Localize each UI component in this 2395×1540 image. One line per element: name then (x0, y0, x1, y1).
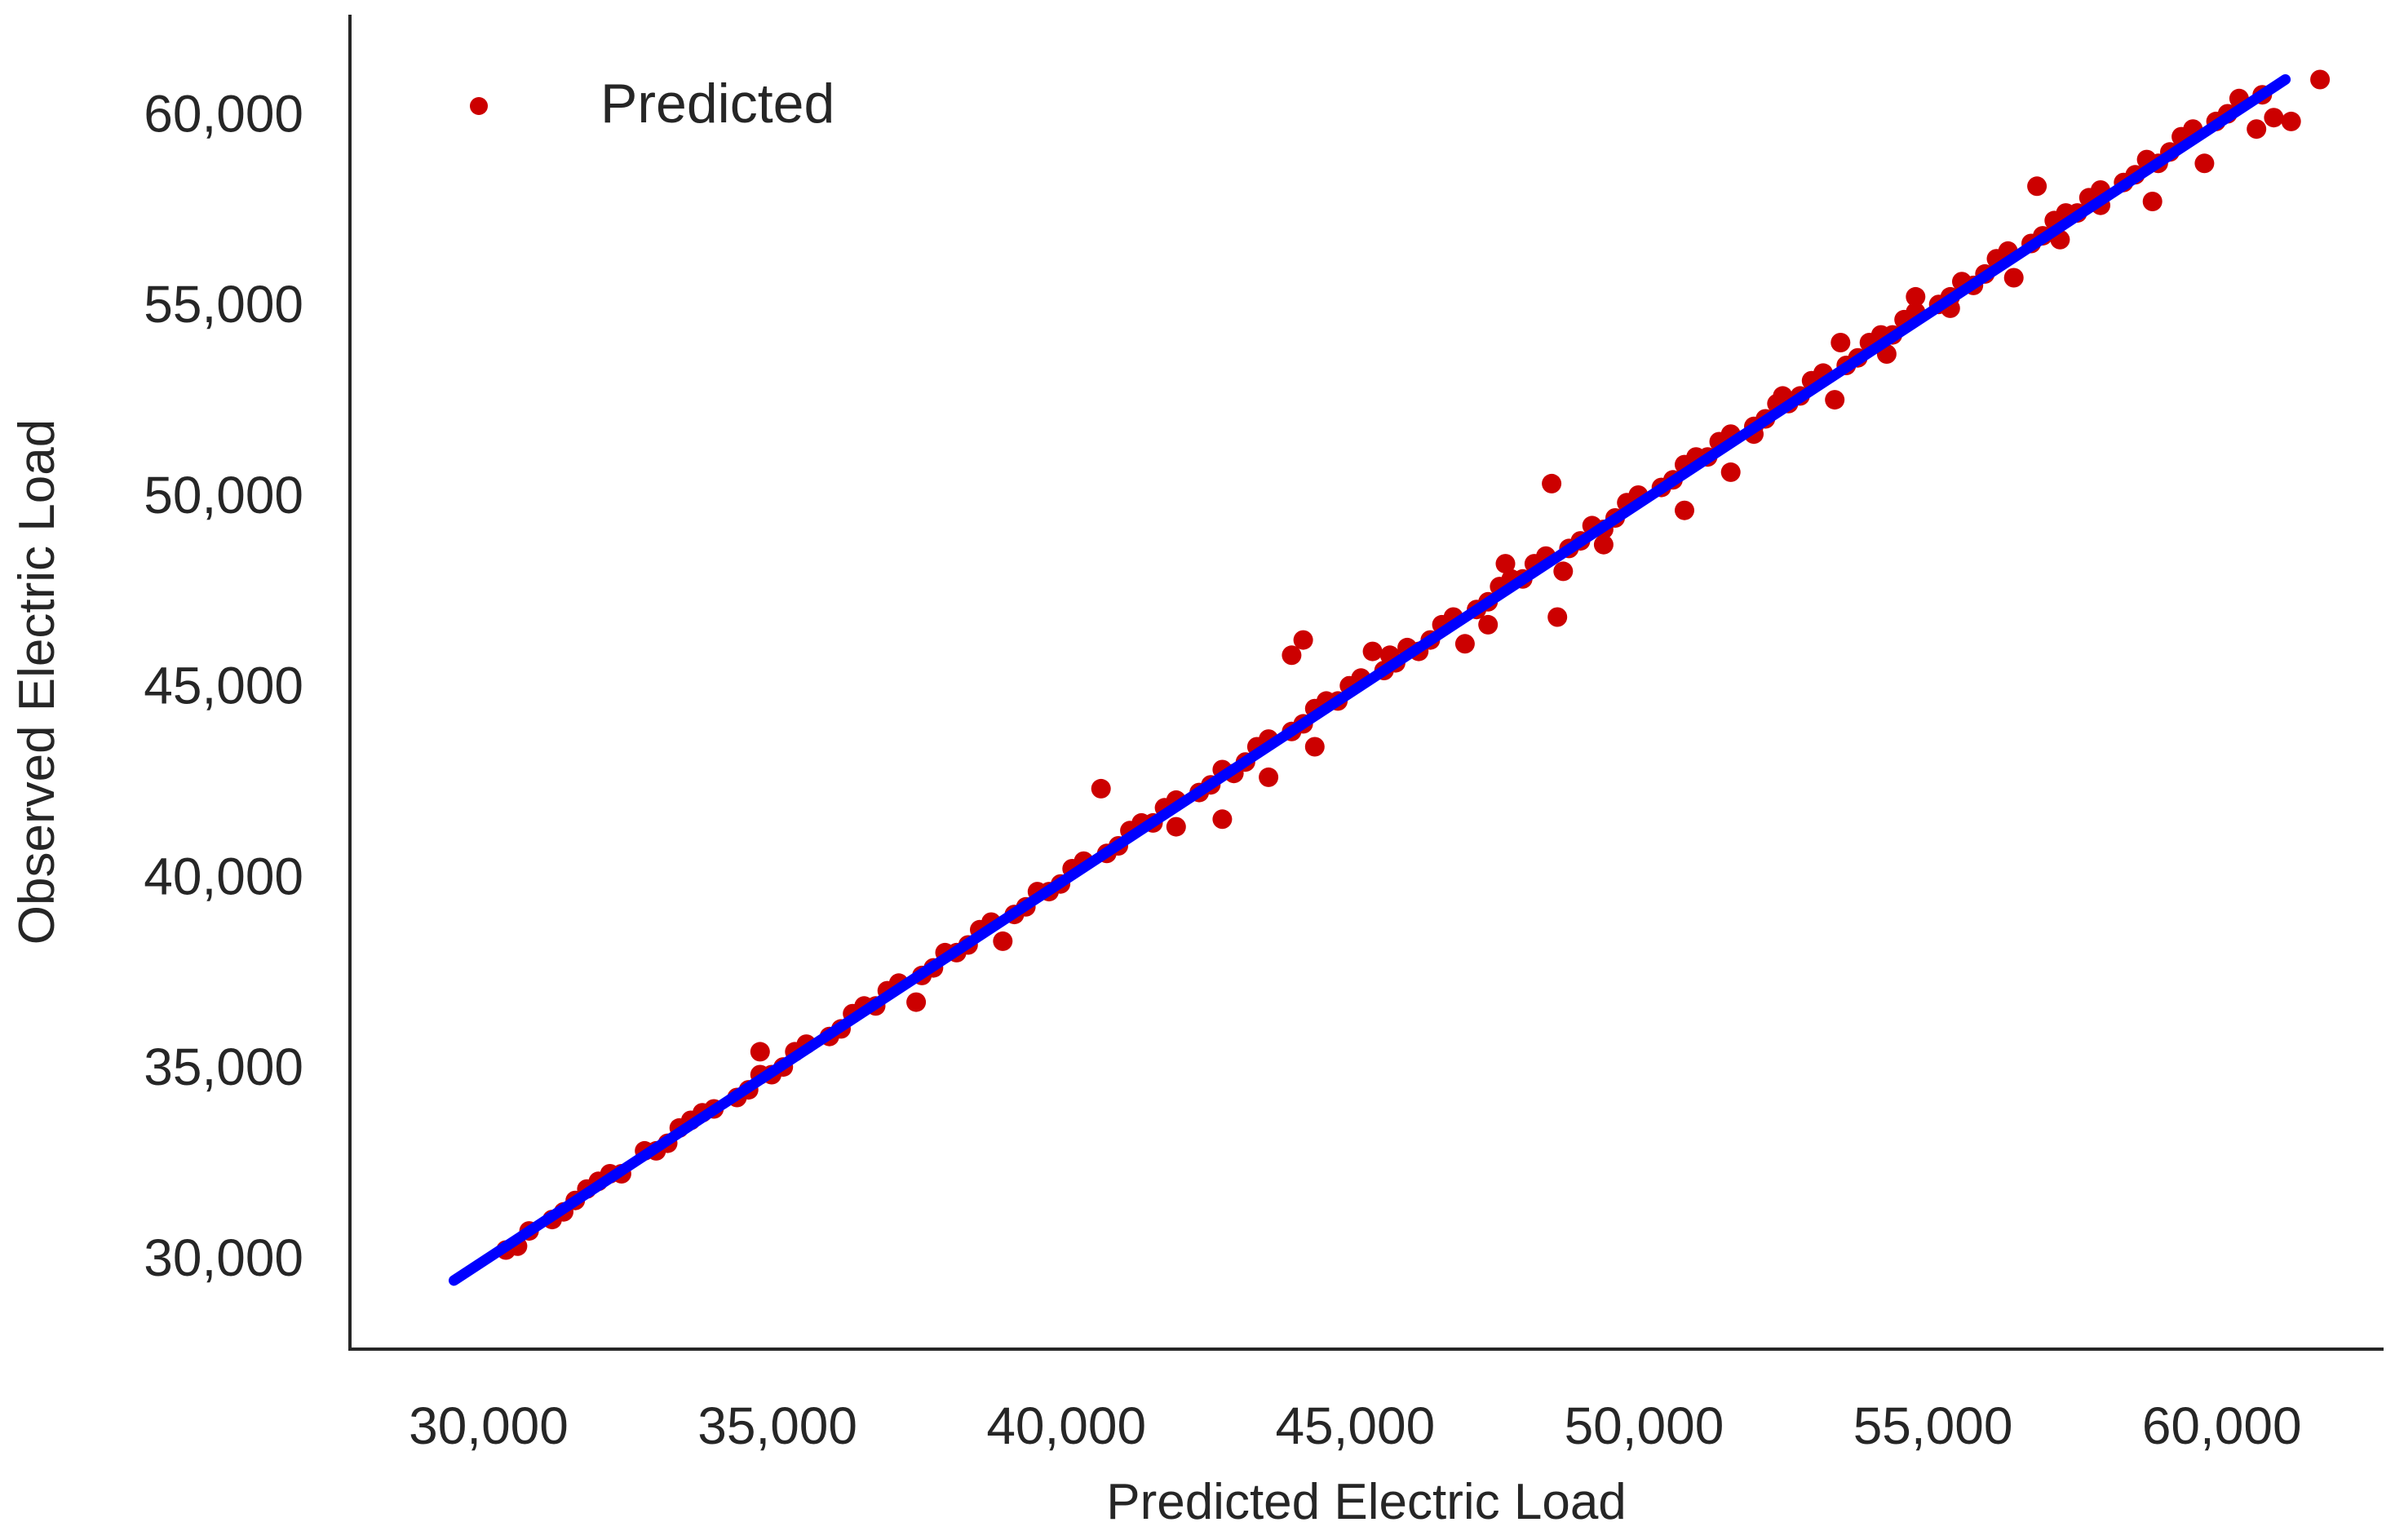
scatter-point (993, 931, 1013, 951)
scatter-point (1166, 816, 1186, 837)
scatter-point (750, 1042, 770, 1062)
scatter-point (1553, 561, 1574, 582)
scatter-point (1495, 554, 1516, 574)
scatter-point (1282, 645, 1302, 666)
scatter-point (2281, 111, 2301, 131)
y-tick-label: 45,000 (144, 657, 303, 715)
scatter-point (1547, 607, 1568, 627)
scatter-point (1906, 286, 1926, 307)
y-tick-labels: 30,000 35,000 40,000 45,000 50,000 55,000 60,0… (144, 85, 303, 1287)
y-tick-label: 60,000 (144, 85, 303, 144)
y-tick-label: 30,000 (144, 1228, 303, 1287)
scatter-point (2003, 268, 2024, 288)
y-tick-label: 55,000 (144, 275, 303, 334)
scatter-point (2247, 119, 2267, 139)
fit-line (448, 73, 2291, 1286)
x-tick-labels: 30,000 35,000 40,000 45,000 50,000 55,000 60,0… (409, 1396, 2301, 1455)
x-tick-label: 30,000 (409, 1396, 569, 1455)
scatter-point (1293, 630, 1313, 650)
x-tick-label: 50,000 (1565, 1396, 1724, 1455)
x-tick-label: 60,000 (2142, 1396, 2302, 1455)
y-tick-label: 35,000 (144, 1038, 303, 1096)
data-points (496, 69, 2331, 1260)
scatter-point (2142, 192, 2163, 211)
scatter-point (906, 992, 927, 1012)
scatter-point (1831, 333, 1851, 352)
x-tick-label: 55,000 (1853, 1396, 2013, 1455)
scatter-point (2027, 176, 2047, 197)
scatter-point (1675, 500, 1694, 520)
scatter-point (2264, 108, 2284, 128)
scatter-point (1259, 767, 1279, 787)
legend: Predicted (470, 73, 834, 135)
scatter-point (1825, 390, 1845, 410)
y-axis-title: Observed Electric Load (9, 419, 65, 945)
y-tick-label: 40,000 (144, 847, 303, 905)
scatter-point (1478, 614, 1499, 635)
x-axis-title: Predicted Electric Load (1106, 1474, 1627, 1530)
scatter-point (1454, 634, 1475, 654)
scatter-point (1593, 534, 1614, 555)
scatter-point (2194, 153, 2215, 174)
fit-line-layer (448, 73, 2291, 1286)
scatter-point (1212, 809, 1233, 830)
x-tick-label: 40,000 (986, 1396, 1146, 1455)
legend-marker (470, 97, 488, 115)
x-tick-label: 45,000 (1275, 1396, 1435, 1455)
y-tick-label: 50,000 (144, 466, 303, 524)
scatter-point (1304, 737, 1325, 757)
x-tick-label: 35,000 (697, 1396, 857, 1455)
legend-label: Predicted (600, 73, 834, 135)
scatter-point (1542, 473, 1562, 493)
scatter-point (1362, 641, 1383, 662)
scatter-point (2310, 69, 2331, 90)
scatter-point (1720, 462, 1741, 482)
scatter-point (1091, 778, 1111, 799)
